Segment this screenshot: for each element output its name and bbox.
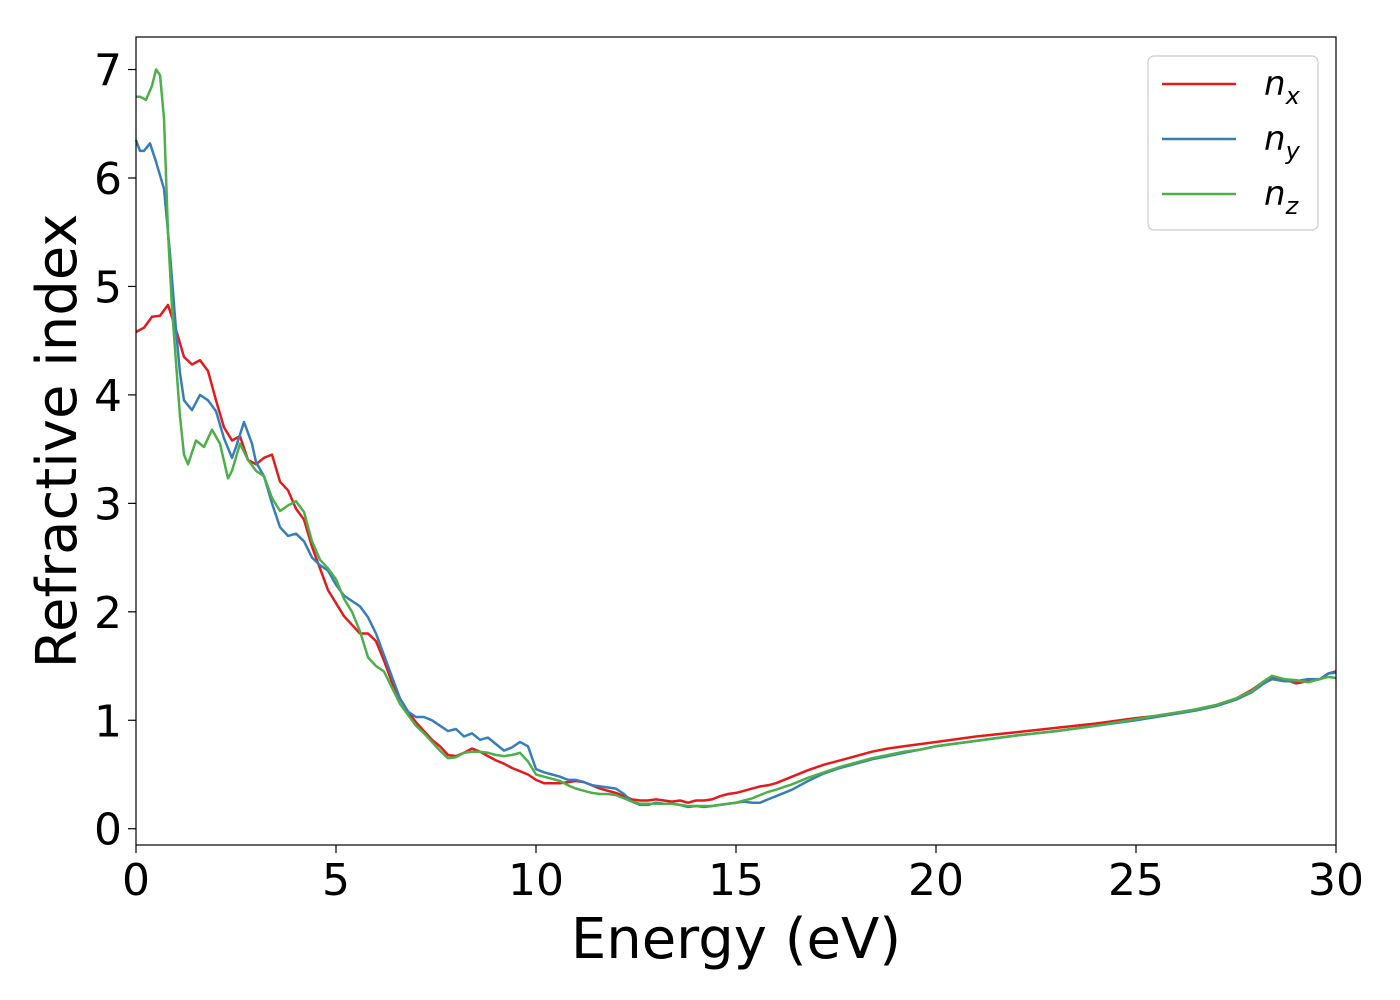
y-tick-label: 5 (94, 262, 122, 313)
legend-label-x: nx (1264, 64, 1301, 110)
series-layer (134, 68, 1337, 809)
y-tick-label: 7 (94, 46, 122, 97)
series-line-x (135, 303, 1337, 804)
x-axis-ticks: 0 5 10 15 20 25 30 (122, 845, 1364, 906)
legend-label-z: nz (1264, 174, 1300, 220)
legend-frame (1147, 55, 1319, 231)
y-axis-ticks: 0 1 2 3 4 5 6 7 (94, 46, 136, 856)
x-tick-label: 30 (1308, 855, 1364, 906)
x-tick-label: 0 (122, 855, 150, 906)
y-tick-label: 1 (94, 696, 122, 747)
y-tick-label: 3 (94, 479, 122, 530)
x-axis-title: Energy (eV) (571, 907, 901, 972)
y-tick-label: 4 (94, 371, 122, 422)
plot-background (136, 37, 1336, 845)
legend-label-y: ny (1264, 119, 1301, 165)
y-tick-label: 2 (94, 588, 122, 639)
x-tick-label: 10 (508, 855, 564, 906)
x-tick-label: 5 (322, 855, 350, 906)
x-tick-label: 15 (708, 855, 764, 906)
series-line-z (136, 68, 1337, 808)
legend: nx ny nz (1147, 55, 1319, 231)
y-axis-title: Refractive index (25, 214, 90, 669)
x-tick-label: 20 (908, 855, 964, 906)
y-tick-label: 6 (94, 154, 122, 205)
x-tick-label: 25 (1108, 855, 1164, 906)
y-tick-label: 0 (94, 805, 122, 856)
